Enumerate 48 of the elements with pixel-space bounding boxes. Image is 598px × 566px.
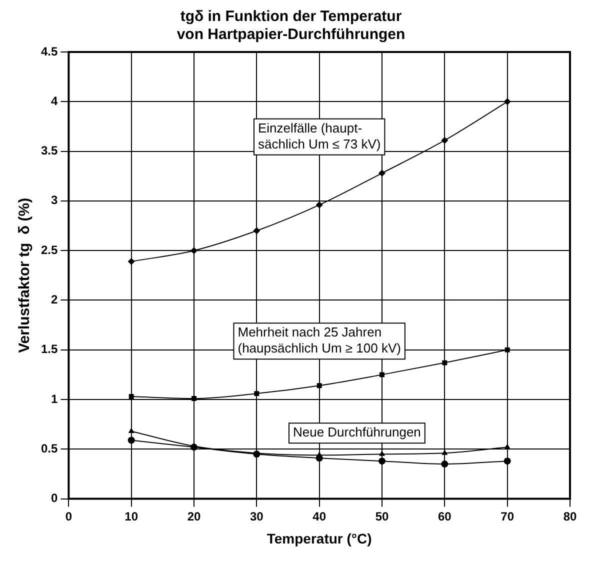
point (128, 428, 134, 434)
x-tick-label: 40 (312, 509, 326, 524)
y-tick-label: 2 (50, 292, 58, 307)
point (442, 450, 448, 455)
point (504, 458, 511, 465)
point (192, 396, 196, 401)
y-axis-title: Verlustfaktor tg δ (%) (16, 198, 34, 353)
y-tick-label: 3 (50, 193, 58, 208)
y-tick-label: 1 (50, 392, 58, 406)
point (441, 136, 448, 144)
x-tick-label: 30 (250, 509, 264, 524)
point (128, 258, 135, 265)
y-tick-label: 2.5 (40, 242, 58, 257)
point (254, 391, 260, 396)
y-tick-label: 3.5 (40, 144, 58, 158)
y-tick-label: 1.5 (40, 342, 58, 356)
point (253, 227, 260, 234)
x-tick-label: 50 (375, 509, 389, 524)
x-tick-label: 20 (187, 509, 202, 524)
x-tick-label: 70 (500, 509, 514, 524)
point (441, 460, 448, 468)
x-tick-label: 0 (65, 509, 72, 524)
point (378, 458, 386, 465)
y-tick-label: 0 (50, 491, 58, 506)
point (316, 452, 322, 457)
annotation: Mehrheit nach 25 Jahren (haupsächlich Um ≥ 100 kV) (238, 324, 401, 356)
y-tick-label: 4.5 (40, 44, 58, 58)
x-tick-label: 10 (124, 509, 138, 524)
point (378, 450, 386, 456)
point (316, 383, 322, 388)
point (442, 360, 448, 366)
point (190, 247, 198, 254)
point (504, 98, 511, 106)
annotation: Einzelfälle (haupt- sächlich Um ≤ 73 kV) (258, 120, 381, 152)
point (128, 394, 134, 400)
point (316, 201, 323, 208)
chart-title: tgδ in Funktion der Temperatur von Hartpapier-Durchführungen (176, 8, 406, 44)
point (504, 444, 510, 449)
point (504, 347, 510, 352)
annotation: Neue Durchführungen (292, 424, 421, 440)
x-axis-title: Temperatur (°C) (266, 530, 372, 546)
y-tick-label: 0.5 (40, 441, 58, 456)
x-tick-label: 80 (563, 509, 577, 524)
y-tick-label: 4 (50, 94, 58, 108)
point (378, 170, 386, 177)
point (128, 436, 135, 444)
x-tick-label: 60 (438, 509, 452, 524)
point (380, 372, 384, 378)
